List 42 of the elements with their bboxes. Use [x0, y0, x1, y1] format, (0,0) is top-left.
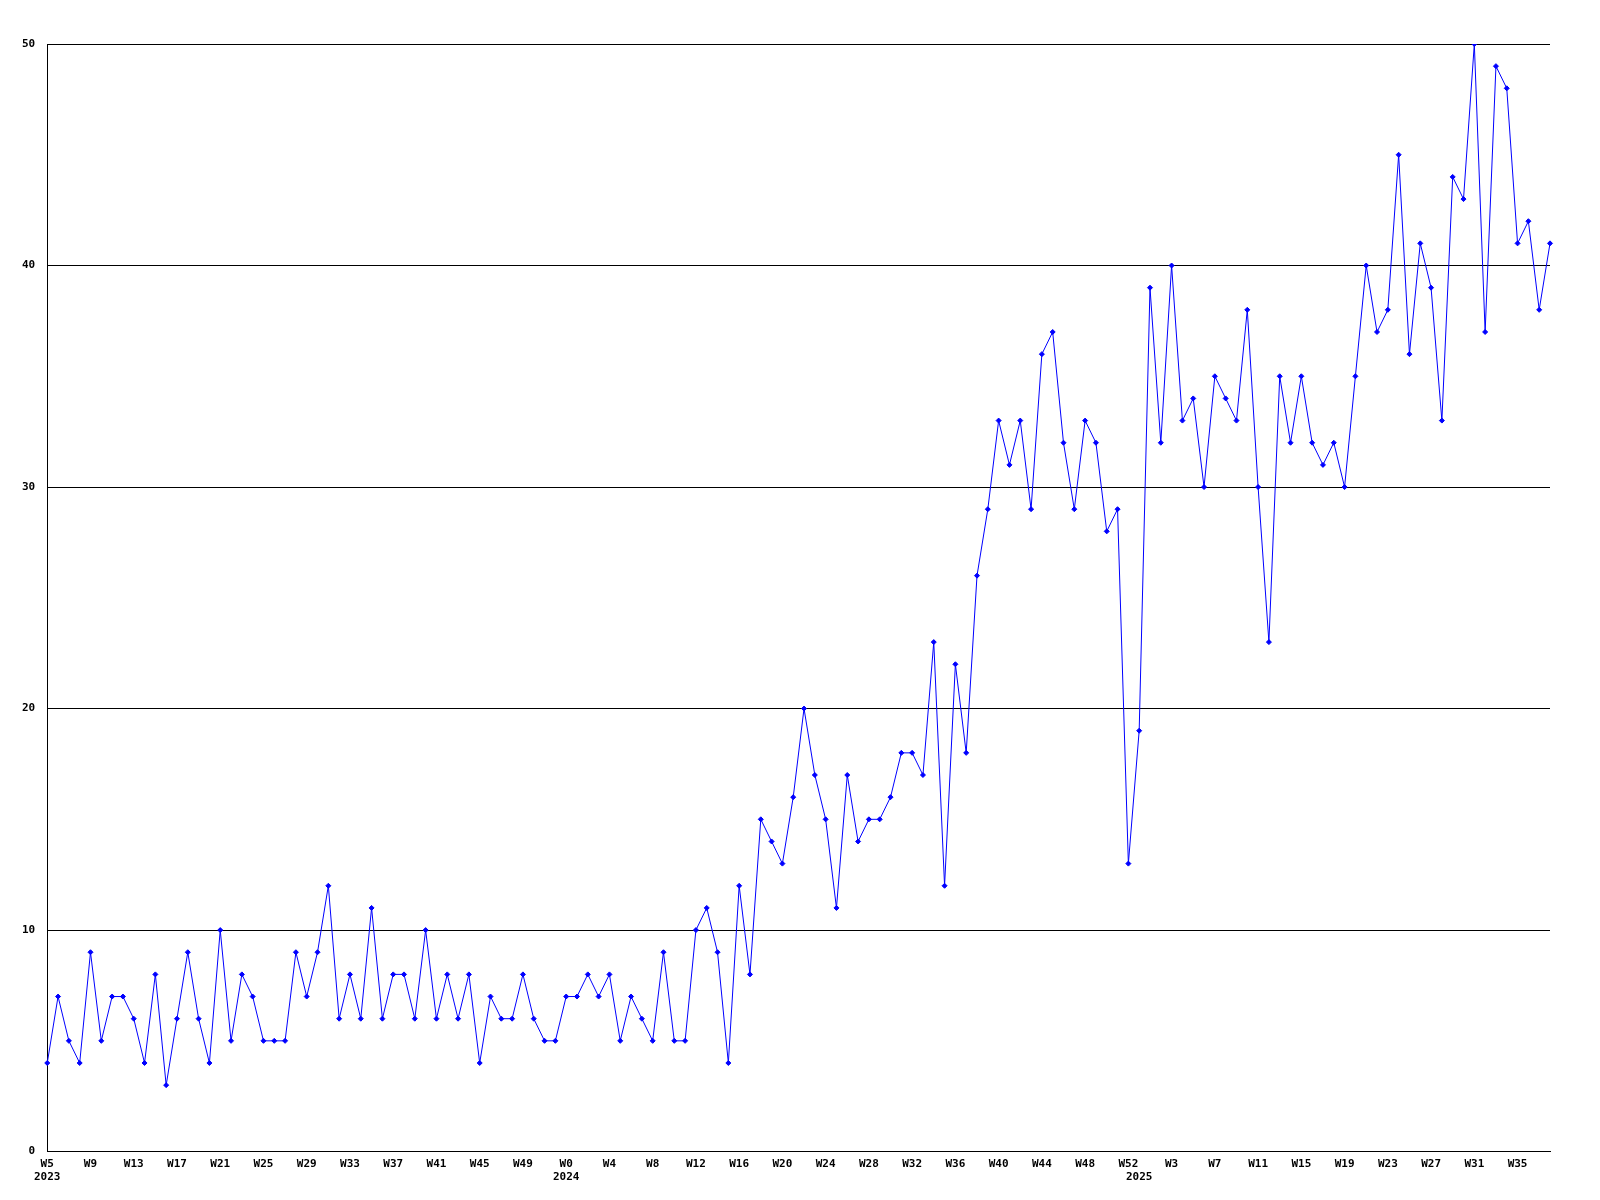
x-tick-label: W29 [296, 1157, 317, 1171]
x-tick-label: W41 [426, 1157, 447, 1171]
x-tick-label: W35 [1507, 1157, 1528, 1171]
x-tick-label: W3 [1164, 1157, 1179, 1171]
x-tick-label: W21 [210, 1157, 231, 1171]
x-tick-label: W48 [1075, 1157, 1096, 1171]
x-tick-label: W33 [340, 1157, 360, 1171]
x-tick-label: W17 [167, 1157, 187, 1171]
x-tick-label: W40 [988, 1157, 1009, 1171]
x-tick-label: W5 2023 [34, 1157, 61, 1184]
x-tick-label: W28 [858, 1157, 879, 1171]
x-tick-label: W16 [729, 1157, 750, 1171]
x-tick-label: W19 [1334, 1157, 1355, 1171]
x-tick-label: W52 [1118, 1157, 1139, 1171]
x-tick-label: W49 [513, 1157, 533, 1171]
x-tick-label: W23 [1377, 1157, 1398, 1171]
y-tick-label: 10 [22, 922, 36, 936]
x-tick-label: W13 [123, 1157, 144, 1171]
x-tick-label: W45 [469, 1157, 490, 1171]
x-tick-label: W24 [815, 1157, 836, 1171]
x-tick-label: W8 [646, 1157, 660, 1171]
y-tick-label: 30 [22, 479, 36, 493]
x-tick-label: W15 [1291, 1157, 1312, 1171]
y-tick-label: 20 [22, 701, 36, 715]
x-tick-label: W4 [602, 1157, 617, 1171]
x-tick-label: W12 [685, 1157, 706, 1171]
x-tick-label: W9 [83, 1157, 98, 1171]
x-tick-label: W44 [1031, 1157, 1053, 1171]
x-tick-label: W27 [1421, 1157, 1442, 1171]
x-tick-label: W0 2024 [552, 1157, 580, 1184]
x-tick-label: W31 [1464, 1157, 1485, 1171]
x-tick-label: W11 [1248, 1157, 1269, 1171]
x-tick-label: W25 [253, 1157, 274, 1171]
x-tick-label: W37 [383, 1157, 404, 1171]
x-tick-label: W20 [772, 1157, 793, 1171]
x-tick-label: 2025 [1125, 1170, 1153, 1184]
y-tick-label: 40 [22, 258, 36, 272]
x-tick-label: W7 [1208, 1157, 1222, 1171]
x-tick-label: W32 [902, 1157, 923, 1171]
x-tick-label: W36 [945, 1157, 966, 1171]
y-tick-label: 0 [28, 1144, 36, 1158]
y-tick-label: 50 [22, 36, 36, 50]
